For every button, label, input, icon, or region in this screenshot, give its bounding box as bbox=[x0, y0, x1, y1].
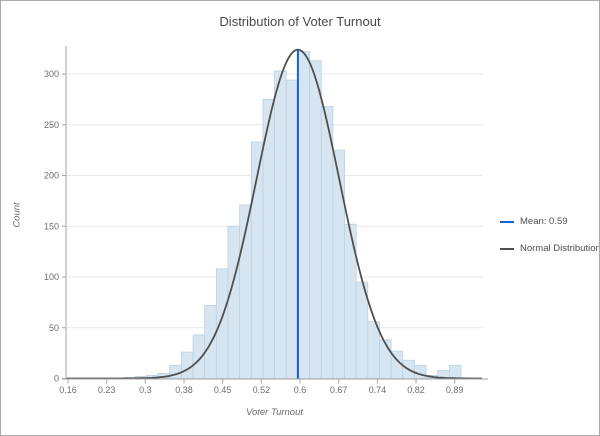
legend: Mean: 0.59 Normal Distribution bbox=[500, 216, 600, 254]
x-tick-label: 0.38 bbox=[175, 385, 193, 395]
histogram-bar[interactable] bbox=[274, 70, 287, 379]
y-tick-label: 200 bbox=[44, 171, 59, 181]
x-tick-label: 0.52 bbox=[253, 385, 271, 395]
x-tick-label: 0.67 bbox=[330, 385, 348, 395]
x-tick-label: 0.45 bbox=[214, 385, 232, 395]
histogram-bar[interactable] bbox=[320, 106, 334, 379]
x-tick-label: 0.74 bbox=[369, 385, 387, 395]
histogram-bar[interactable] bbox=[332, 149, 345, 379]
x-tick-label: 0.6 bbox=[294, 385, 307, 395]
x-axis-title: Voter Turnout bbox=[245, 407, 304, 418]
legend-normal-label: Normal Distribution bbox=[520, 243, 600, 254]
histogram-bar[interactable] bbox=[285, 79, 299, 379]
histogram-bar[interactable] bbox=[414, 364, 427, 379]
x-tick-label: 0.89 bbox=[446, 385, 464, 395]
y-tick-label: 250 bbox=[44, 120, 59, 130]
histogram-bar[interactable] bbox=[169, 364, 182, 379]
legend-mean-label: Mean: 0.59 bbox=[520, 216, 568, 227]
y-tick-label: 100 bbox=[44, 272, 59, 282]
legend-item-normal-distribution: Normal Distribution bbox=[500, 243, 600, 254]
y-tick-label: 50 bbox=[49, 323, 59, 333]
histogram-bar[interactable] bbox=[215, 268, 229, 379]
x-tick-label: 0.16 bbox=[59, 385, 77, 395]
y-tick-label: 300 bbox=[44, 69, 59, 79]
normal-curve bbox=[66, 48, 482, 380]
normal-curve-swatch-icon bbox=[500, 247, 514, 250]
histogram-bar[interactable] bbox=[297, 51, 310, 379]
histogram-bar[interactable] bbox=[180, 351, 194, 379]
histogram-bar[interactable] bbox=[192, 334, 206, 379]
histogram-bar[interactable] bbox=[227, 225, 241, 379]
x-tick-label: 0.23 bbox=[98, 385, 116, 395]
histogram-bar[interactable] bbox=[309, 60, 322, 379]
mean-line-swatch-icon bbox=[500, 220, 514, 223]
legend-item-mean: Mean: 0.59 bbox=[500, 216, 599, 227]
histogram-bar[interactable] bbox=[449, 364, 462, 379]
y-tick-label: 150 bbox=[44, 221, 59, 231]
chart-title: Distribution of Voter Turnout bbox=[219, 14, 381, 29]
x-tick-label: 0.82 bbox=[407, 385, 425, 395]
x-tick-label: 0.3 bbox=[139, 385, 152, 395]
y-tick-label: 0 bbox=[54, 374, 59, 384]
histogram-bar[interactable] bbox=[367, 321, 380, 379]
histogram-bar[interactable] bbox=[379, 339, 392, 379]
